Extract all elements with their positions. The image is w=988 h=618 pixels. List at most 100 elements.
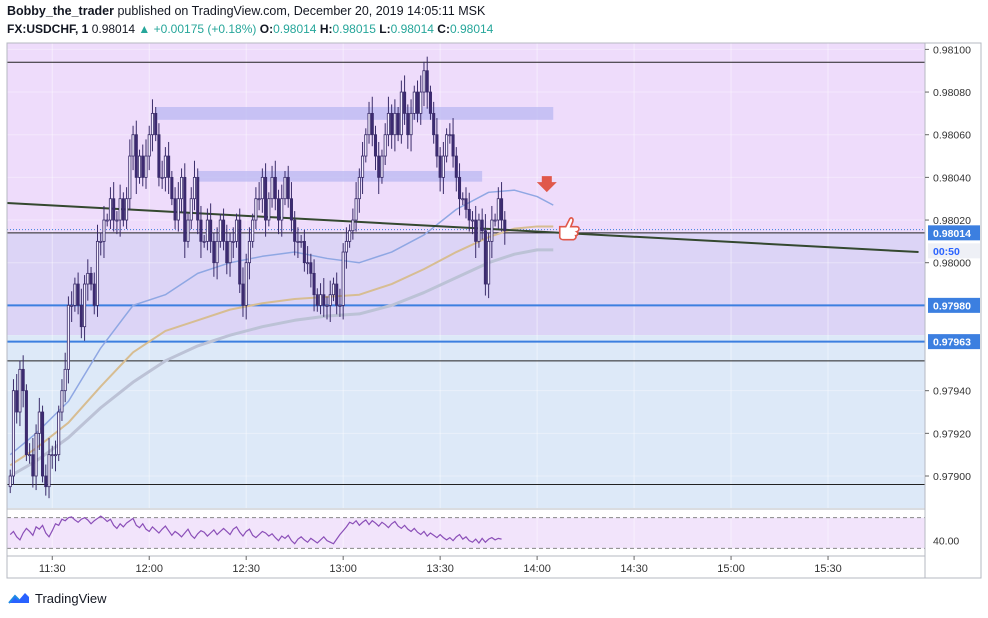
candle [228, 240, 232, 264]
candle [338, 304, 342, 307]
candle [218, 219, 222, 242]
resistance-box-0[interactable] [155, 106, 554, 120]
candle [267, 198, 271, 221]
y-tick-label: 0.98000 [933, 258, 971, 270]
publish-line: Bobby_the_trader published on TradingVie… [7, 4, 485, 18]
candle [299, 240, 303, 243]
candle [95, 240, 100, 306]
candle [273, 176, 277, 200]
candle [147, 134, 151, 157]
candle [205, 219, 209, 242]
zone-1 [7, 232, 925, 336]
candle [373, 134, 378, 157]
candle [47, 454, 51, 488]
candle [108, 198, 112, 221]
close-label: C: [437, 22, 450, 36]
candle [415, 91, 420, 114]
candle [105, 219, 109, 222]
candle [361, 155, 365, 178]
candle [244, 262, 248, 306]
candle [383, 134, 387, 157]
candle [322, 294, 326, 306]
candle [247, 240, 251, 264]
candle [419, 91, 423, 114]
candle [53, 454, 58, 457]
tradingview-logo[interactable]: TradingView [7, 590, 107, 606]
candle [483, 230, 487, 285]
candle [125, 198, 129, 221]
candle [425, 70, 429, 93]
candle [50, 454, 54, 457]
candle [173, 198, 177, 221]
price-tag-bg-1 [928, 243, 980, 259]
candle [464, 198, 468, 210]
candle [86, 272, 90, 285]
time-axis-bg[interactable] [6, 555, 926, 579]
candle [199, 219, 203, 242]
candle [144, 155, 148, 178]
candle [328, 294, 332, 306]
candle [63, 368, 67, 392]
candle [276, 198, 281, 221]
candle [34, 432, 38, 477]
candle [137, 155, 142, 178]
candle [141, 155, 145, 178]
candle [251, 219, 255, 242]
candle [102, 219, 106, 242]
candle [15, 390, 19, 413]
x-tick-label: 13:30 [426, 563, 454, 575]
candle [11, 390, 15, 477]
candle [202, 240, 206, 243]
resistance-box-1[interactable] [197, 170, 483, 182]
close-value: 0.98014 [449, 22, 494, 36]
thumbs-up-icon [558, 217, 580, 241]
candle [118, 198, 122, 221]
candle [432, 112, 436, 136]
price-tag-bg-2 [928, 297, 980, 313]
candle [493, 219, 497, 222]
candle [73, 283, 77, 306]
candle [367, 112, 371, 136]
x-tick-label: 14:00 [523, 563, 551, 575]
candle [170, 176, 174, 200]
candle [348, 230, 352, 242]
candle [454, 155, 458, 178]
candle [225, 240, 229, 264]
price-tag-bg-0 [928, 225, 980, 241]
symbol-label[interactable]: FX:USDCHF, 1 [7, 22, 89, 36]
low-label: L: [379, 22, 391, 36]
candle [83, 283, 87, 328]
candle [422, 70, 426, 93]
candle [44, 475, 48, 488]
x-tick-label: 12:30 [232, 563, 260, 575]
candle [354, 198, 358, 221]
candle [150, 112, 154, 136]
candle [461, 198, 465, 201]
candle [319, 294, 323, 306]
candle [438, 155, 442, 178]
rsi-band [7, 517, 925, 549]
candle [99, 240, 103, 243]
up-triangle-icon: ▲ [138, 22, 151, 36]
candle [160, 176, 164, 179]
candle [254, 198, 258, 221]
y-tick-label: 0.98040 [933, 172, 971, 184]
candle [21, 368, 25, 392]
candle [37, 411, 41, 434]
candle [451, 134, 455, 157]
open-value: 0.98014 [273, 22, 317, 36]
candle [496, 198, 500, 221]
y-tick-label: 0.97920 [933, 428, 971, 440]
candle [470, 219, 474, 222]
candle [289, 198, 293, 221]
candle [76, 283, 80, 306]
candle [189, 198, 193, 221]
candle [283, 176, 287, 200]
candle [154, 112, 158, 136]
candle [309, 262, 313, 274]
author-name[interactable]: Bobby_the_trader [7, 4, 114, 18]
candle [390, 112, 394, 136]
candle [302, 240, 306, 264]
trendline[interactable] [6, 201, 919, 254]
